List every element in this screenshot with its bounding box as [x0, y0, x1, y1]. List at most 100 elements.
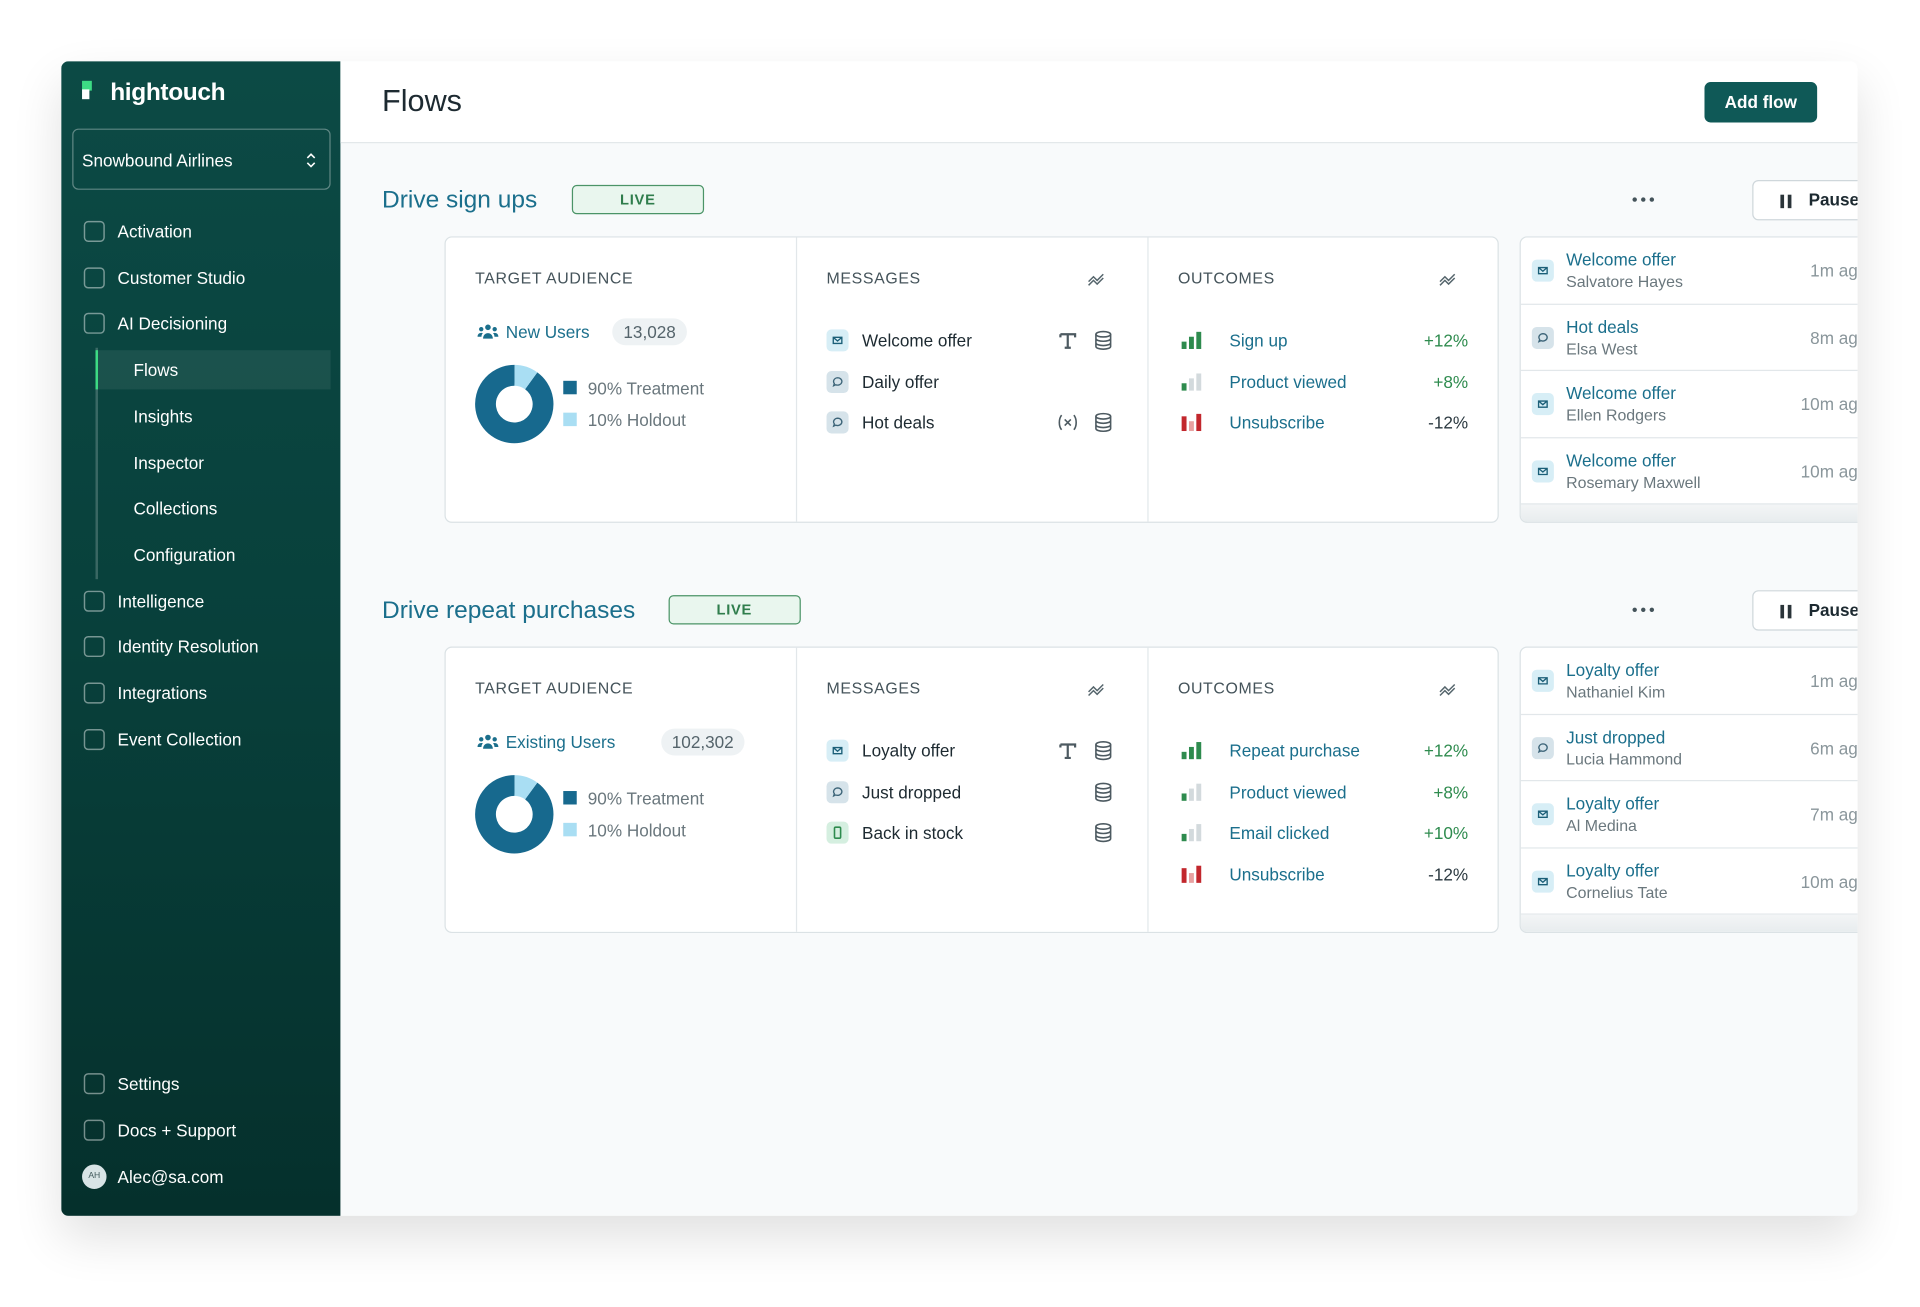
activity-item[interactable]: Welcome offer Salvatore Hayes 1m ago	[1520, 238, 1858, 305]
more-dot	[1632, 197, 1637, 202]
channel-icon-bg	[1531, 736, 1554, 759]
nav-icon	[83, 1073, 105, 1095]
legend-swatch	[563, 412, 577, 426]
outcome-bar	[1181, 792, 1187, 801]
legend-swatch	[563, 380, 577, 395]
message-name[interactable]: Daily offer	[862, 371, 939, 392]
nav-item[interactable]: Customer Studio	[117, 267, 246, 288]
email-glyph	[1537, 877, 1548, 885]
nav-item[interactable]: Identity Resolution	[117, 637, 259, 657]
outcome-name[interactable]: Unsubscribe	[1229, 412, 1325, 433]
outcome-name[interactable]: Email clicked	[1229, 823, 1330, 843]
outcome-bar	[1188, 872, 1194, 883]
activity-time: 10m ago	[1800, 461, 1858, 481]
data-glyph	[1095, 782, 1112, 790]
activity-person: Rosemary Maxwell	[1566, 472, 1701, 492]
main: Flows Add flow Drive sign ups LIVE Pause TARG…	[340, 61, 1858, 1216]
outcome-name[interactable]: Unsubscribe	[1229, 864, 1325, 884]
nav-item[interactable]: Integrations	[117, 683, 208, 703]
nav-icon	[83, 682, 105, 704]
donut-segment	[475, 775, 554, 854]
column-divider	[1147, 237, 1149, 522]
footer-item[interactable]: Settings	[117, 1073, 180, 1094]
subnav-item[interactable]: Insights	[133, 406, 193, 426]
users-icon	[477, 734, 499, 749]
activity-fade	[1520, 914, 1858, 932]
nav-icon-shape	[83, 1073, 105, 1095]
nav-item[interactable]: Activation	[117, 221, 192, 242]
nav-item[interactable]: AI Decisioning	[117, 313, 228, 334]
channel-icon	[1531, 326, 1554, 349]
nav-icon	[83, 220, 105, 242]
more-menu[interactable]	[1632, 607, 1655, 613]
subnav-item[interactable]: Collections	[133, 498, 218, 519]
message-name[interactable]: Back in stock	[862, 823, 964, 843]
channel-icon	[1531, 459, 1554, 482]
activity-item[interactable]: Just dropped Lucia Hammond 6m ago	[1520, 714, 1858, 782]
section-heading: MESSAGES	[826, 678, 921, 698]
audience-segment[interactable]: Existing Users	[505, 732, 616, 752]
flow-title[interactable]: Drive sign ups	[382, 186, 538, 214]
message-name[interactable]: Loyalty offer	[862, 740, 956, 761]
outcome-name[interactable]: Sign up	[1229, 330, 1288, 351]
message-name[interactable]: Just dropped	[862, 781, 962, 802]
activity-feed: Welcome offer Salvatore Hayes 1m ago Hot de…	[1519, 236, 1858, 523]
outcome-name[interactable]: Product viewed	[1229, 371, 1347, 392]
email-glyph	[1537, 810, 1548, 819]
activity-person: Ellen Rodgers	[1566, 405, 1667, 425]
footer-item[interactable]: Docs + Support	[117, 1120, 237, 1141]
activity-person: Nathaniel Kim	[1566, 682, 1666, 702]
channel-icon	[826, 329, 849, 352]
data-glyph	[1095, 330, 1112, 338]
logo-mark	[92, 81, 101, 90]
chevron-icon	[306, 153, 316, 168]
avatar-initials: AH	[88, 1171, 101, 1181]
sms-glyph	[833, 826, 842, 840]
data-glyph	[1095, 416, 1112, 433]
nav-item[interactable]: Event Collection	[117, 729, 242, 750]
activity-person: Lucia Hammond	[1566, 749, 1683, 768]
channel-icon-bg	[826, 780, 849, 803]
outcome-bars	[1181, 783, 1202, 801]
more-menu[interactable]	[1632, 197, 1655, 202]
message-name[interactable]: Hot deals	[862, 412, 935, 433]
nav-item[interactable]: Intelligence	[117, 590, 205, 611]
pause-button[interactable]: Pause	[1752, 180, 1858, 221]
channel-icon	[1531, 669, 1554, 692]
trend-glyph	[1439, 683, 1456, 697]
outcome-change: +10%	[1423, 823, 1469, 843]
pause-button[interactable]: Pause	[1752, 590, 1858, 631]
subnav-item[interactable]: Inspector	[133, 452, 204, 473]
message-name[interactable]: Welcome offer	[862, 330, 972, 351]
activity-item[interactable]: Hot deals Elsa West 8m ago	[1520, 304, 1858, 372]
workspace-selector[interactable]: Snowbound Airlines	[72, 128, 331, 190]
nav-icon-shape	[83, 220, 105, 242]
flow-title[interactable]: Drive repeat purchases	[382, 596, 636, 624]
outcome-bar	[1181, 341, 1187, 349]
email-glyph	[1537, 400, 1548, 408]
nav-icon-shape	[83, 636, 105, 658]
outcome-bar	[1188, 788, 1194, 801]
subnav-rail	[95, 347, 98, 579]
add-flow-button[interactable]: Add flow	[1704, 82, 1818, 123]
channel-icon	[826, 411, 849, 434]
activity-item[interactable]: Loyalty offer Al Medina 7m ago	[1520, 781, 1858, 848]
outcome-name[interactable]: Repeat purchase	[1229, 740, 1360, 761]
column-divider	[795, 237, 798, 522]
activity-title: Welcome offer	[1566, 249, 1677, 270]
activity-title: Welcome offer	[1566, 450, 1677, 470]
outcome-bar	[1188, 421, 1194, 432]
audience-segment[interactable]: New Users	[505, 322, 590, 342]
activity-time: 7m ago	[1810, 804, 1858, 825]
variable-glyph	[1058, 414, 1077, 431]
subnav-item[interactable]: Flows	[133, 360, 179, 380]
subnav-item[interactable]: Configuration	[133, 544, 236, 565]
push-glyph	[1537, 332, 1548, 343]
user-email[interactable]: Alec@sa.com	[117, 1166, 224, 1187]
outcome-name[interactable]: Product viewed	[1229, 781, 1347, 802]
